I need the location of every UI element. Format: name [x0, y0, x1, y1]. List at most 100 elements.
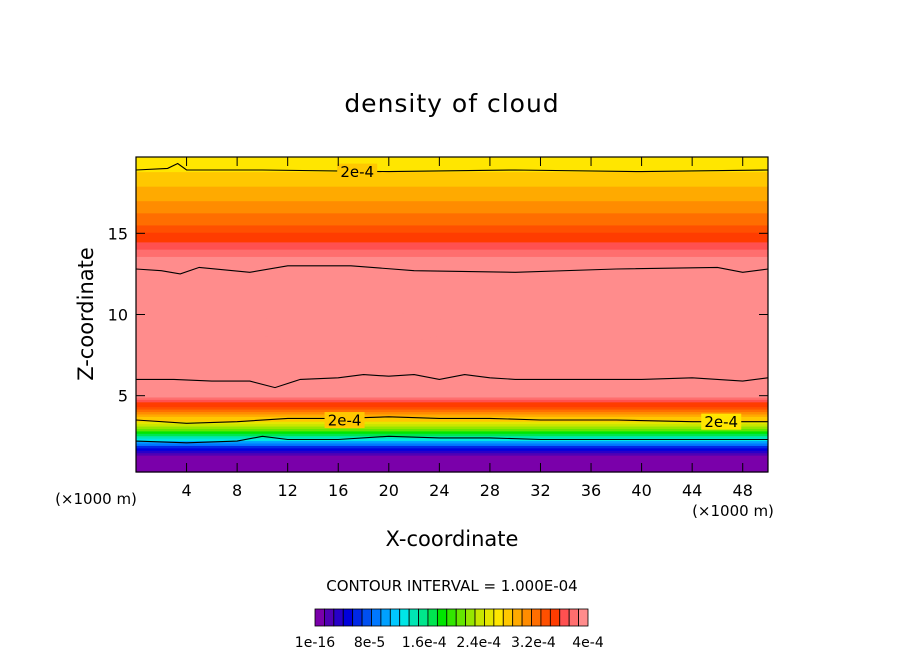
density-band — [136, 394, 768, 398]
colorbar-label: 4e-4 — [572, 635, 604, 651]
density-band — [136, 377, 768, 381]
x-tick-label: 32 — [530, 481, 550, 500]
density-band — [136, 442, 768, 446]
colorbar-swatch — [502, 608, 514, 627]
y-tick-label: 15 — [108, 224, 128, 243]
density-band — [136, 355, 768, 359]
colorbar-swatch — [389, 608, 401, 627]
density-band — [136, 314, 768, 318]
colorbar-swatch — [427, 608, 438, 627]
density-band — [136, 353, 768, 357]
density-band — [136, 270, 768, 274]
colorbar-swatch — [324, 608, 335, 627]
density-band — [136, 399, 768, 403]
density-band — [136, 246, 768, 250]
contour-line — [135, 435, 768, 444]
colorbar-swatch — [333, 608, 344, 627]
y-axis-ticks: 5 10 15 — [108, 224, 768, 406]
density-band — [136, 316, 768, 320]
y-tick-label: 10 — [108, 306, 128, 325]
colorbar-swatch — [371, 608, 382, 627]
density-maximum-core — [249, 311, 452, 344]
density-band — [136, 309, 768, 313]
x-tick-label: 48 — [733, 481, 753, 500]
density-band — [136, 171, 768, 175]
density-band — [136, 178, 768, 182]
density-band — [136, 459, 768, 463]
density-band — [136, 280, 768, 284]
density-band — [136, 222, 768, 226]
density-band — [136, 452, 768, 456]
chart-title: density of cloud — [344, 89, 559, 118]
colorbar-label: 1.6e-4 — [402, 635, 447, 651]
density-band — [136, 304, 768, 308]
contour-labels: 2e-4 2e-4 2e-4 — [324, 163, 742, 431]
density-band — [136, 207, 768, 211]
colorbar-swatch — [512, 608, 523, 627]
density-band — [136, 312, 768, 316]
density-band — [136, 406, 768, 410]
density-band — [136, 389, 768, 393]
x-axis-label: X-coordinate — [386, 527, 519, 551]
colorbar-swatch — [540, 608, 551, 627]
x-tick-label: 44 — [682, 481, 702, 500]
density-band — [136, 224, 768, 228]
density-band — [136, 469, 768, 473]
density-band — [136, 457, 768, 461]
x-tick-label: 16 — [328, 481, 348, 500]
density-band — [136, 205, 768, 209]
density-band — [136, 227, 768, 231]
density-band — [136, 166, 768, 170]
y-axis-label: Z-coordinate — [74, 247, 98, 381]
density-band — [136, 384, 768, 388]
plot-area — [136, 157, 768, 473]
contour-interval-text: CONTOUR INTERVAL = 1.000E-04 — [326, 577, 577, 595]
density-band — [136, 455, 768, 459]
density-band — [136, 447, 768, 451]
density-band — [136, 329, 768, 333]
density-band — [136, 336, 768, 340]
colorbar-swatch — [342, 608, 354, 627]
x-tick-label: 28 — [480, 481, 500, 500]
colorbar-swatch — [568, 608, 579, 627]
density-band — [136, 428, 768, 432]
density-band — [136, 266, 768, 270]
density-band — [136, 387, 768, 391]
contour-label: 2e-4 — [328, 412, 362, 430]
density-band — [136, 268, 768, 272]
colorbar-swatch — [399, 608, 410, 627]
density-band — [136, 261, 768, 265]
density-band — [136, 263, 768, 267]
density-band — [136, 338, 768, 342]
density-band — [136, 299, 768, 303]
density-band — [136, 392, 768, 396]
density-band — [136, 217, 768, 221]
density-band — [136, 350, 768, 354]
density-band — [136, 467, 768, 471]
density-band — [136, 438, 768, 442]
density-band — [136, 164, 768, 168]
density-band — [136, 273, 768, 277]
colorbar-swatch — [436, 608, 448, 627]
density-band — [136, 409, 768, 413]
colorbar-swatch — [531, 608, 542, 627]
colorbar-swatch — [465, 608, 476, 627]
density-band — [136, 287, 768, 291]
density-band — [136, 188, 768, 192]
contour-line — [135, 265, 769, 275]
x-tick-label: 36 — [581, 481, 601, 500]
density-band — [136, 249, 768, 253]
density-band — [136, 370, 768, 374]
colorbar-label: 3.2e-4 — [511, 635, 556, 651]
density-band — [136, 157, 768, 161]
x-tick-label: 12 — [278, 481, 298, 500]
density-band — [136, 324, 768, 328]
density-band — [136, 341, 768, 345]
density-band — [136, 445, 768, 449]
density-band — [136, 186, 768, 190]
density-band — [136, 193, 768, 197]
density-band — [136, 203, 768, 207]
density-band — [136, 365, 768, 369]
x-tick-label: 4 — [181, 481, 191, 500]
density-band — [136, 190, 768, 194]
